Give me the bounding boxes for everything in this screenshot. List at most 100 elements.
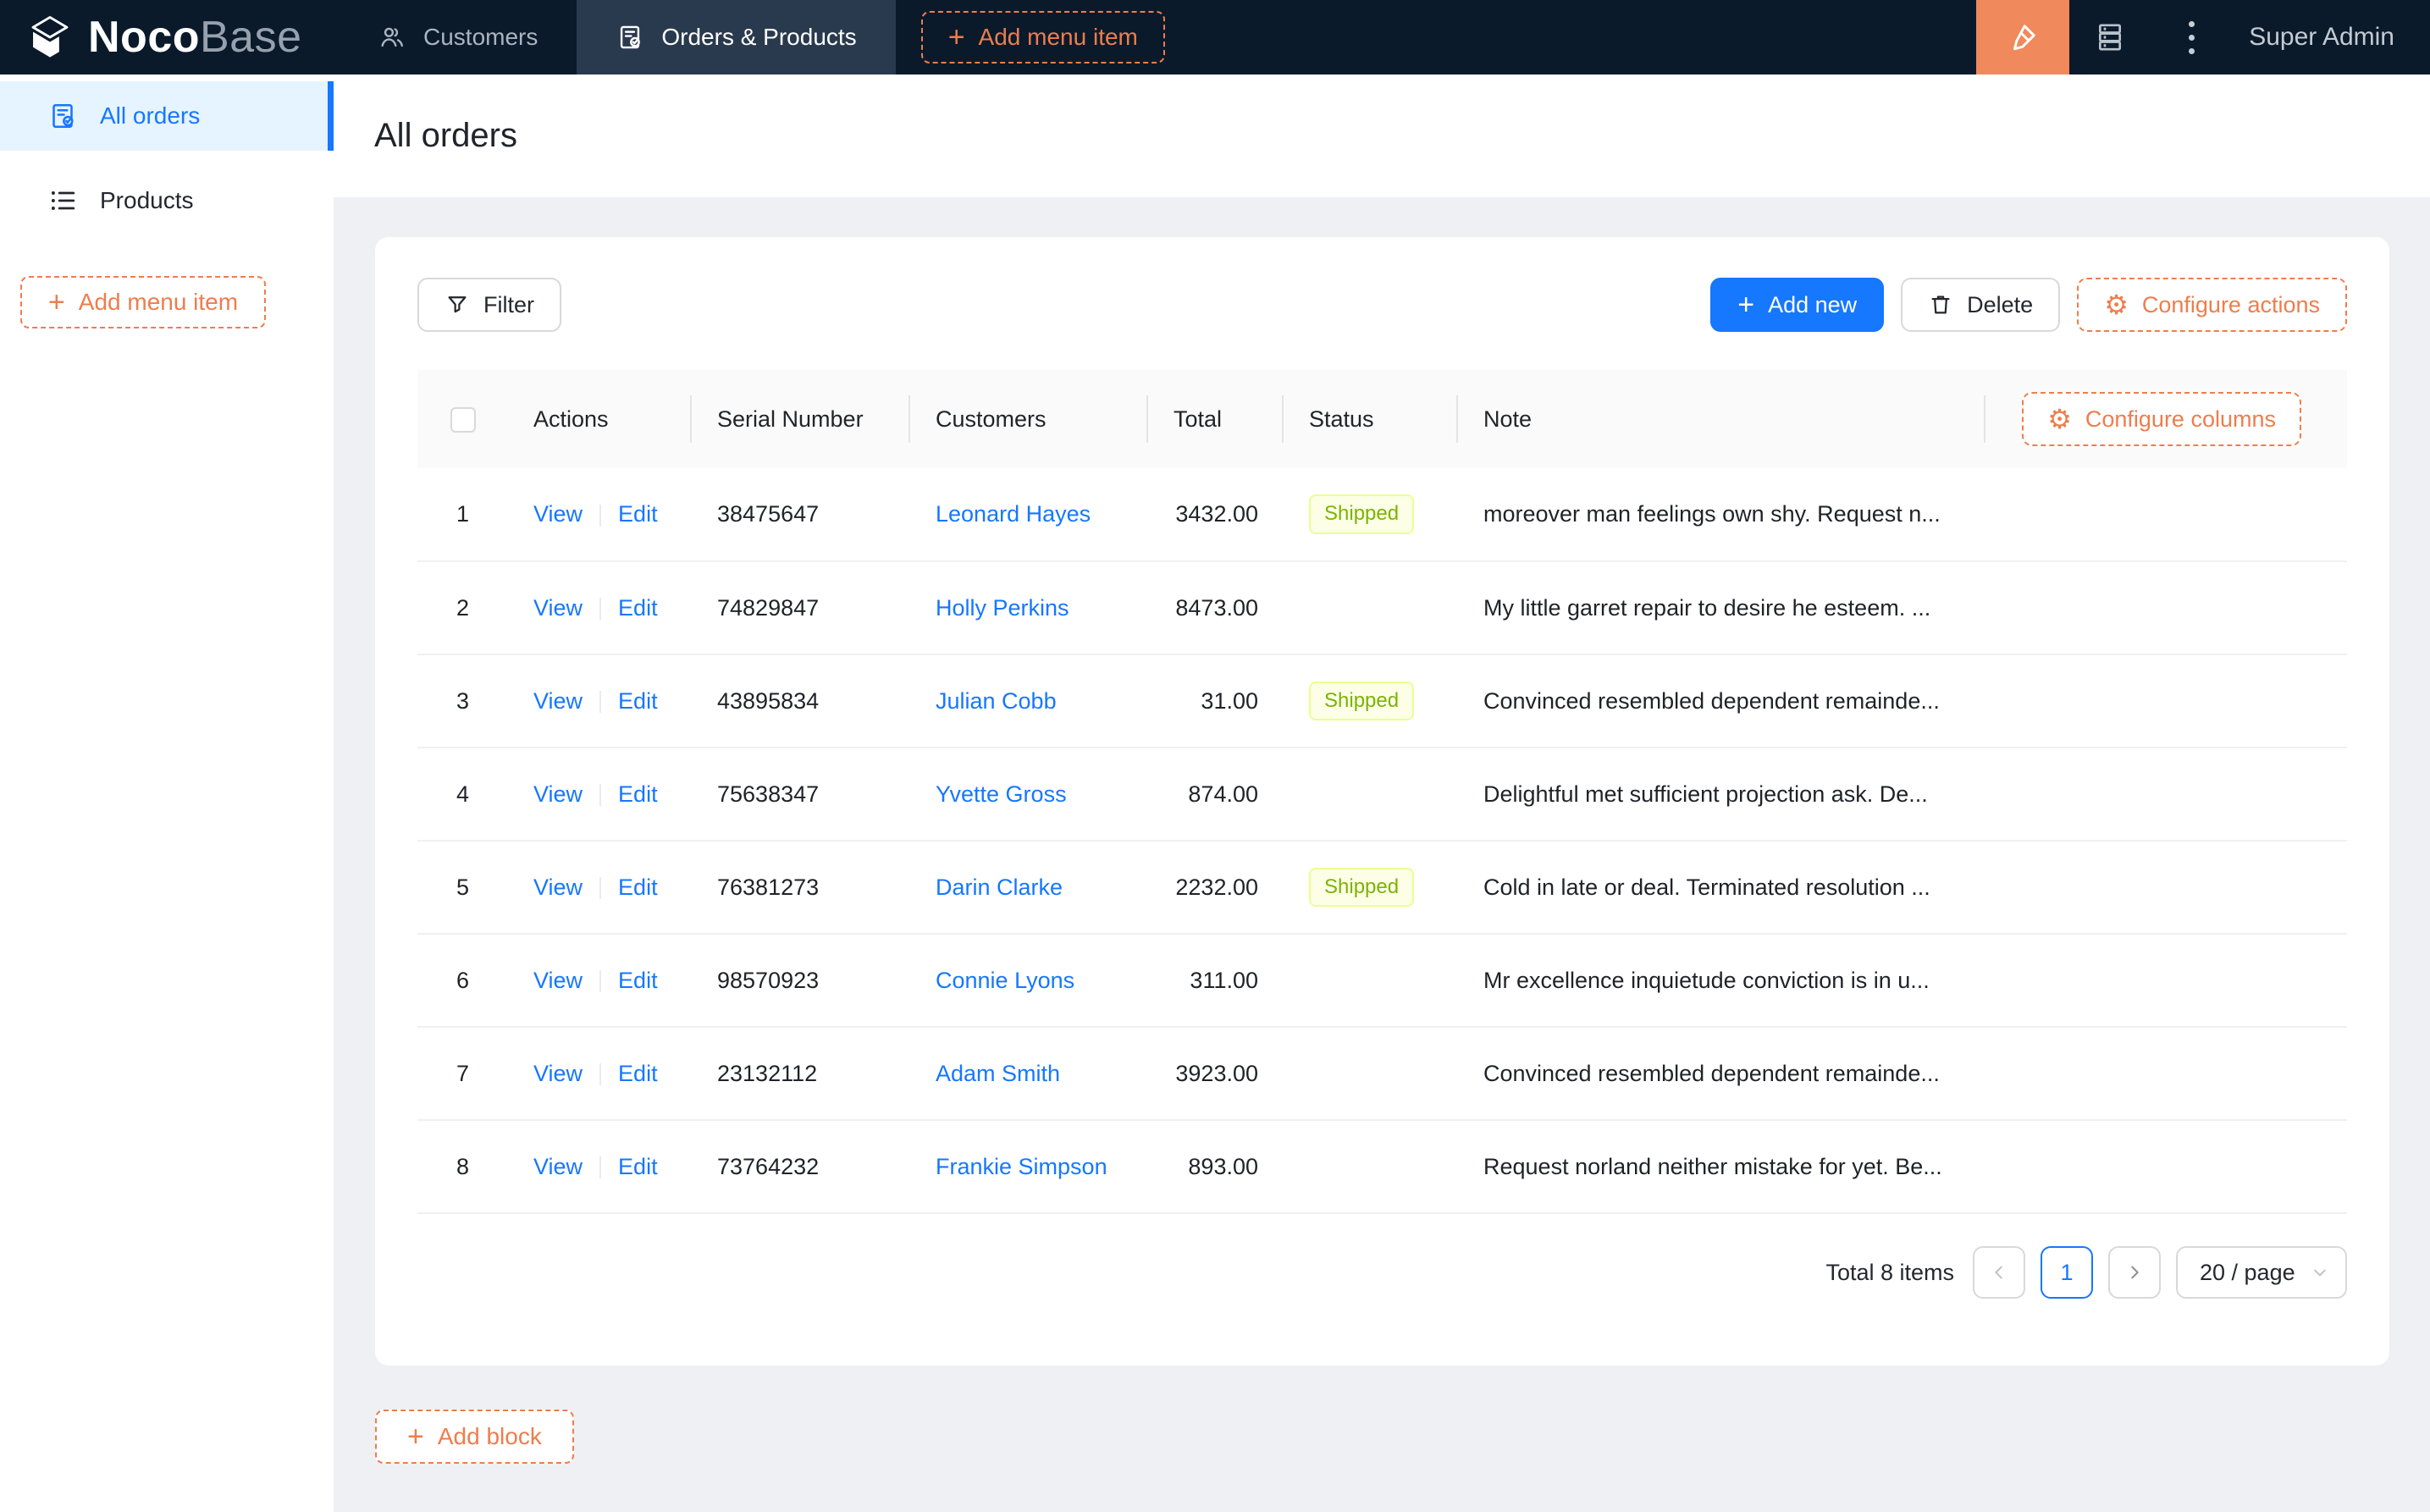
view-link[interactable]: View (533, 594, 583, 621)
note-text: Request norland neither mistake for yet.… (1458, 1120, 1985, 1214)
divider (599, 1156, 602, 1179)
main-area: All orders Filter + (334, 74, 2430, 1512)
actions-cell: View Edit (508, 748, 692, 842)
delete-button[interactable]: Delete (1901, 278, 2061, 332)
view-link[interactable]: View (533, 781, 583, 807)
customer-cell: Connie Lyons (910, 934, 1148, 1028)
nocobase-logo: NocoBase (0, 0, 339, 74)
note-text: Convinced resembled dependent remainde..… (1458, 1027, 1985, 1121)
table-row: 6 View Edit 98570923 Connie Lyons 311.00 Mr ex… (417, 934, 2347, 1028)
edit-link[interactable]: Edit (618, 501, 658, 527)
plugin-manager-button[interactable] (2069, 0, 2151, 74)
note-text: My little garret repair to desire he est… (1458, 561, 1985, 655)
trash-icon (1931, 295, 1950, 314)
select-all-checkbox[interactable] (450, 406, 476, 433)
column-header-serial-number: Serial Number (692, 370, 910, 468)
ui-editor-button[interactable] (1976, 0, 2070, 74)
customer-cell: Julian Cobb (910, 654, 1148, 748)
orders-table: Actions Serial Number Customers Total St… (417, 370, 2347, 1214)
nocobase-cube-icon (31, 15, 69, 58)
edit-link[interactable]: Edit (618, 1153, 658, 1179)
edit-link[interactable]: Edit (618, 1060, 658, 1086)
filter-button[interactable]: Filter (417, 278, 561, 332)
pagination-page-1[interactable]: 1 (2041, 1246, 2093, 1299)
chevron-left-icon (1995, 1266, 2002, 1279)
sidebar-item-all-orders[interactable]: All orders (0, 81, 334, 151)
serial-number: 38475647 (692, 468, 910, 562)
edit-link[interactable]: Edit (618, 781, 658, 807)
row-index: 8 (417, 1120, 508, 1214)
column-header-total: Total (1148, 370, 1284, 468)
table-row: 1 View Edit 38475647 Leonard Hayes 3432.00 Shi… (417, 468, 2347, 562)
navbar-add-menu-item-button[interactable]: + Add menu item (920, 11, 1165, 63)
edit-link[interactable]: Edit (618, 874, 658, 900)
table-row: 7 View Edit 23132112 Adam Smith 3923.00 Convin… (417, 1027, 2347, 1121)
customer-link[interactable]: Leonard Hayes (936, 501, 1091, 527)
actions-cell: View Edit (508, 654, 692, 748)
serial-number: 74829847 (692, 561, 910, 655)
row-index: 6 (417, 934, 508, 1028)
page-size-select[interactable]: 20 / page (2176, 1246, 2347, 1299)
status-badge: Shipped (1309, 494, 1415, 534)
sidebar: All orders Products + Add menu item (0, 74, 334, 1512)
user-menu[interactable]: Super Admin (2232, 0, 2430, 74)
edit-link[interactable]: Edit (618, 967, 658, 993)
divider (599, 970, 602, 993)
add-new-label: Add new (1768, 291, 1858, 317)
customer-link[interactable]: Frankie Simpson (936, 1153, 1107, 1179)
customer-link[interactable]: Julian Cobb (936, 687, 1057, 714)
status-cell: Shipped (1284, 654, 1458, 748)
view-link[interactable]: View (533, 967, 583, 993)
serial-number: 98570923 (692, 934, 910, 1028)
status-badge: Shipped (1309, 867, 1415, 908)
column-header-customers: Customers (910, 370, 1148, 468)
add-new-button[interactable]: + Add new (1710, 278, 1885, 332)
customer-cell: Holly Perkins (910, 561, 1148, 655)
column-header-status: Status (1284, 370, 1458, 468)
customer-link[interactable]: Yvette Gross (936, 781, 1067, 807)
customer-link[interactable]: Holly Perkins (936, 594, 1069, 621)
users-icon (381, 27, 403, 47)
table-row: 2 View Edit 74829847 Holly Perkins 8473.00 My … (417, 561, 2347, 655)
pagination-next-button[interactable] (2108, 1246, 2161, 1299)
sidebar-item-label: All orders (100, 102, 201, 129)
view-link[interactable]: View (533, 501, 583, 527)
top-navbar: NocoBase Customers Orders & (0, 0, 2430, 74)
pagination-prev-button[interactable] (1973, 1246, 2025, 1299)
configure-columns-button[interactable]: ⚙ Configure columns (2022, 392, 2301, 446)
row-index: 5 (417, 841, 508, 935)
chevron-right-icon (2131, 1266, 2139, 1279)
row-index: 4 (417, 748, 508, 842)
nav-tab-customers[interactable]: Customers (339, 0, 577, 74)
customer-link[interactable]: Adam Smith (936, 1060, 1061, 1086)
plus-icon: + (1737, 289, 1755, 321)
status-cell: Shipped (1284, 468, 1458, 562)
view-link[interactable]: View (533, 1153, 583, 1179)
edit-link[interactable]: Edit (618, 594, 658, 621)
total-value: 893.00 (1148, 1120, 1284, 1214)
clipboard-check-icon (621, 25, 641, 49)
nav-tab-label: Customers (423, 24, 538, 50)
navbar-right: Super Admin (1976, 0, 2430, 74)
customer-cell: Frankie Simpson (910, 1120, 1148, 1214)
edit-link[interactable]: Edit (618, 687, 658, 714)
configure-actions-button[interactable]: ⚙ Configure actions (2077, 278, 2347, 332)
add-block-button[interactable]: + Add block (375, 1410, 574, 1464)
view-link[interactable]: View (533, 1060, 583, 1086)
total-value: 3923.00 (1148, 1027, 1284, 1121)
clipboard-check-icon (52, 103, 74, 129)
nav-tab-orders-products[interactable]: Orders & Products (577, 0, 896, 74)
customer-link[interactable]: Connie Lyons (936, 967, 1075, 993)
sidebar-add-menu-item-button[interactable]: + Add menu item (20, 276, 266, 328)
view-link[interactable]: View (533, 874, 583, 900)
kebab-icon (2188, 20, 2195, 54)
gear-icon: ⚙ (2104, 290, 2129, 320)
highlighter-icon (2013, 25, 2035, 51)
serial-number: 73764232 (692, 1120, 910, 1214)
view-link[interactable]: View (533, 687, 583, 714)
filter-icon (448, 296, 467, 313)
customer-link[interactable]: Darin Clarke (936, 874, 1063, 900)
sidebar-item-products[interactable]: Products (0, 166, 334, 235)
more-menu-button[interactable] (2151, 0, 2232, 74)
total-value: 311.00 (1148, 934, 1284, 1028)
